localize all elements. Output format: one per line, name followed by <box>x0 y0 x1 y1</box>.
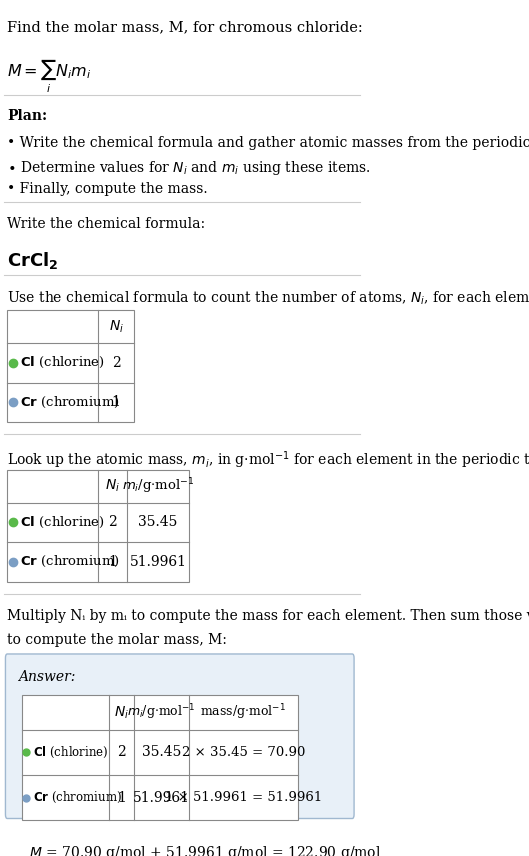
Text: $N_i$: $N_i$ <box>105 478 120 495</box>
Text: Find the molar mass, M, for chromous chloride:: Find the molar mass, M, for chromous chl… <box>7 21 363 34</box>
Text: $\mathbf{CrCl_2}$: $\mathbf{CrCl_2}$ <box>7 250 59 271</box>
Text: • Finally, compute the mass.: • Finally, compute the mass. <box>7 181 208 196</box>
Text: $M$ = 70.90 g/mol + 51.9961 g/mol = 122.90 g/mol: $M$ = 70.90 g/mol + 51.9961 g/mol = 122.… <box>29 844 381 856</box>
Text: to compute the molar mass, M:: to compute the molar mass, M: <box>7 633 227 647</box>
Bar <box>7 470 189 581</box>
Text: 35.45: 35.45 <box>142 746 181 759</box>
Text: $\mathbf{Cr}$ (chromium): $\mathbf{Cr}$ (chromium) <box>33 790 122 805</box>
Text: 1 × 51.9961 = 51.9961: 1 × 51.9961 = 51.9961 <box>165 791 322 804</box>
Text: $N_i$: $N_i$ <box>114 704 129 721</box>
Text: mass/g$\cdot$mol$^{-1}$: mass/g$\cdot$mol$^{-1}$ <box>200 703 286 722</box>
Text: $\mathbf{Cl}$ (chlorine): $\mathbf{Cl}$ (chlorine) <box>20 514 105 530</box>
Text: Answer:: Answer: <box>18 670 76 685</box>
Text: Multiply Nᵢ by mᵢ to compute the mass for each element. Then sum those values: Multiply Nᵢ by mᵢ to compute the mass fo… <box>7 609 529 622</box>
Text: 35.45: 35.45 <box>138 515 178 529</box>
Text: $\mathbf{Cr}$ (chromium): $\mathbf{Cr}$ (chromium) <box>20 555 120 569</box>
Text: 1: 1 <box>112 395 121 409</box>
Text: • Write the chemical formula and gather atomic masses from the periodic table.: • Write the chemical formula and gather … <box>7 136 529 150</box>
Text: Look up the atomic mass, $m_i$, in g$\cdot$mol$^{-1}$ for each element in the pe: Look up the atomic mass, $m_i$, in g$\cd… <box>7 449 529 471</box>
Text: $\mathbf{Cl}$ (chlorine): $\mathbf{Cl}$ (chlorine) <box>33 745 108 760</box>
Text: $\bullet$ Determine values for $N_i$ and $m_i$ using these items.: $\bullet$ Determine values for $N_i$ and… <box>7 158 371 177</box>
Text: 51.9961: 51.9961 <box>130 555 186 569</box>
Bar <box>22 695 298 820</box>
Text: 2 × 35.45 = 70.90: 2 × 35.45 = 70.90 <box>181 746 305 758</box>
Text: Write the chemical formula:: Write the chemical formula: <box>7 217 205 231</box>
Text: $\mathbf{Cl}$ (chlorine): $\mathbf{Cl}$ (chlorine) <box>20 355 105 371</box>
Text: Use the chemical formula to count the number of atoms, $N_i$, for each element:: Use the chemical formula to count the nu… <box>7 289 529 307</box>
Text: Plan:: Plan: <box>7 110 48 123</box>
Text: $N_i$: $N_i$ <box>108 318 124 335</box>
Text: 2: 2 <box>117 746 126 759</box>
Text: 2: 2 <box>112 356 121 370</box>
Text: $M = \sum_i N_i m_i$: $M = \sum_i N_i m_i$ <box>7 57 92 95</box>
Text: 1: 1 <box>108 555 117 569</box>
Text: $m_i$/g$\cdot$mol$^{-1}$: $m_i$/g$\cdot$mol$^{-1}$ <box>122 477 194 496</box>
Text: $\mathbf{Cr}$ (chromium): $\mathbf{Cr}$ (chromium) <box>20 395 120 410</box>
Text: 2: 2 <box>108 515 117 529</box>
Text: 1: 1 <box>117 791 126 805</box>
Text: $m_i$/g$\cdot$mol$^{-1}$: $m_i$/g$\cdot$mol$^{-1}$ <box>127 703 196 722</box>
FancyBboxPatch shape <box>5 654 354 818</box>
Bar <box>7 310 134 422</box>
Text: 51.9961: 51.9961 <box>133 791 190 805</box>
